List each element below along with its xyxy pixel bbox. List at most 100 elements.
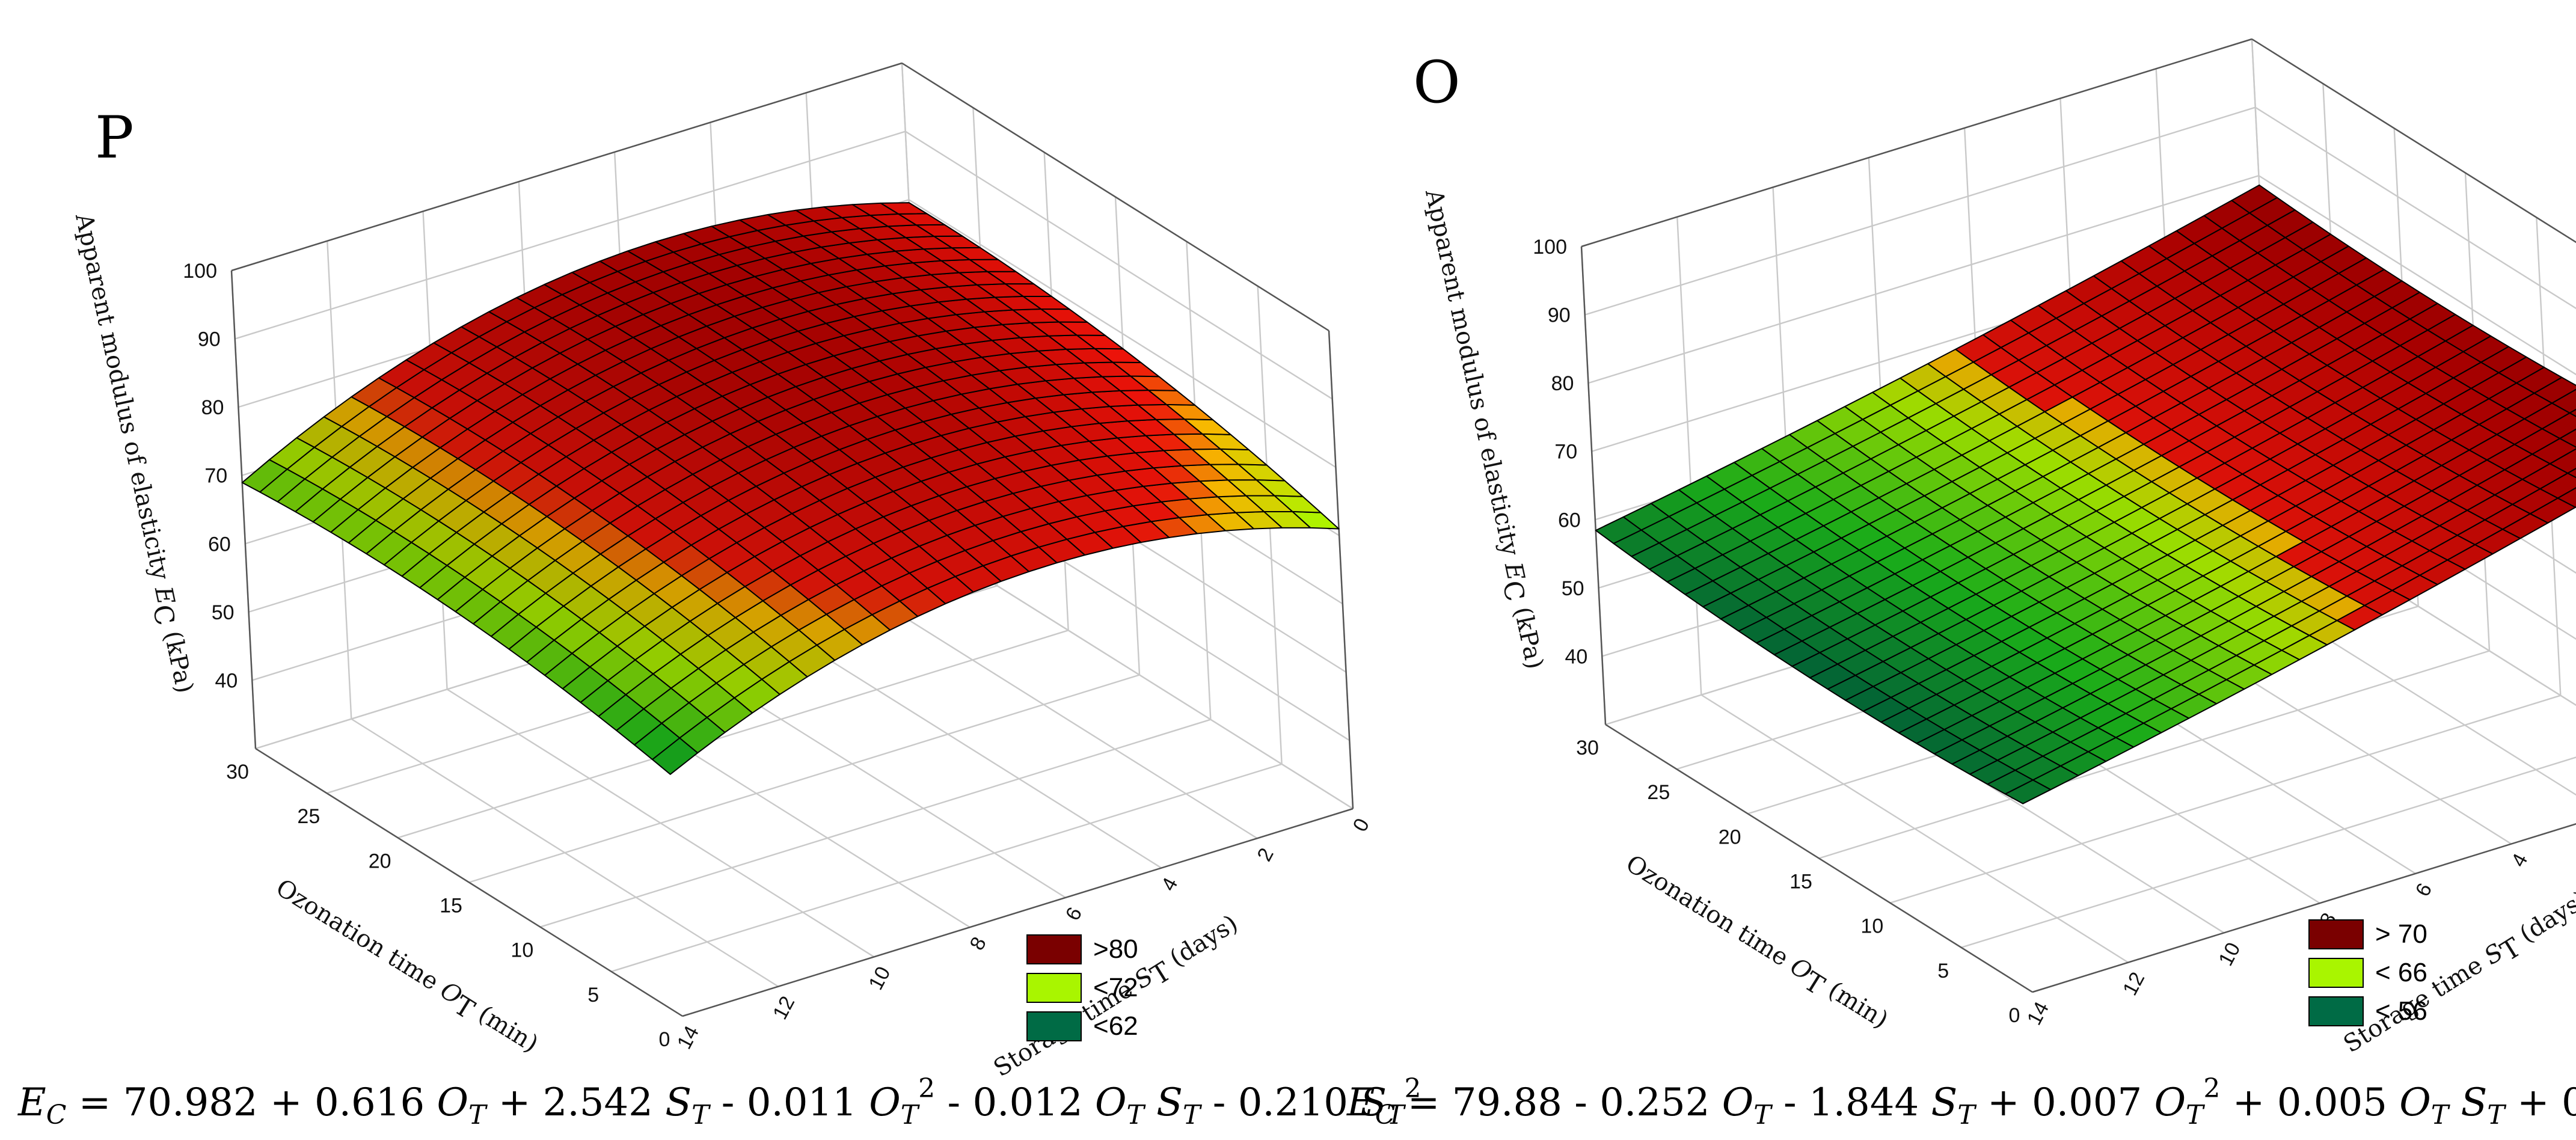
- eq-oo-sq: 2: [2203, 1073, 2220, 1104]
- x-tick-label: 15: [440, 895, 462, 918]
- y-tick-label: 14: [673, 1022, 704, 1053]
- y-tick-label: 0: [1349, 815, 1374, 836]
- legend-swatch: [1026, 1011, 1082, 1041]
- eq-ss-sq: 2: [1404, 1073, 1421, 1104]
- box-edge: [1580, 246, 1607, 725]
- axis-title-unit: (min): [1817, 972, 1893, 1034]
- z-tick-label: 80: [201, 396, 224, 419]
- x-tick-label: 30: [1576, 737, 1599, 759]
- legend-swatch: [1026, 934, 1082, 964]
- eq-os-s-sub: T: [2487, 1100, 2507, 1130]
- surface-mesh: [1595, 184, 2576, 804]
- y-tick-label: 6: [1061, 904, 1087, 925]
- y-tick-label: 6: [2411, 880, 2436, 901]
- gridline-o-floor: [1961, 756, 2576, 948]
- surface-cell: [241, 459, 288, 493]
- eq-coef-ss: + 0.018: [2517, 1080, 2576, 1125]
- surface-mesh: [241, 202, 1340, 775]
- box-edges: [230, 62, 1354, 1017]
- eq-o-sub: T: [1753, 1100, 1773, 1130]
- eq-os-o-gap: [2449, 1080, 2461, 1125]
- z-tick-label: 50: [1562, 577, 1584, 600]
- x-tick-label: 0: [2009, 1004, 2020, 1027]
- axis-title-main: Ozonation time: [1621, 850, 1800, 976]
- eq-os-o-sub: T: [1126, 1100, 1146, 1130]
- gridline-s-wall: [1676, 216, 1702, 695]
- eq-coef-oo: - 0.011: [722, 1080, 869, 1125]
- legend-label: <72: [1093, 973, 1138, 1002]
- eq-coef-s: - 1.844: [1783, 1080, 1931, 1125]
- gridline-o-floor: [397, 630, 1069, 839]
- box-edge: [2251, 38, 2576, 244]
- z-tick-label: 60: [208, 533, 231, 556]
- eq-coef-os: + 0.005: [2233, 1080, 2400, 1125]
- z-tick-label: 40: [215, 669, 238, 692]
- legend: >80 <72 <62: [1026, 934, 1138, 1041]
- eq-oo-sq: 2: [918, 1073, 935, 1104]
- axis-title-unit: (kPa): [1507, 597, 1548, 672]
- y-tick-label: 8: [965, 933, 990, 954]
- box-edge: [901, 62, 1329, 332]
- eq-os-o-gap: [1144, 1080, 1156, 1125]
- z-tick-label: 90: [1548, 304, 1571, 327]
- x-tick-label: 10: [1860, 915, 1883, 938]
- y-axis-title: Storage time ST (days): [2339, 886, 2576, 1064]
- eq-o-sym: O: [437, 1080, 468, 1125]
- surface-cell: [2569, 408, 2576, 417]
- y-tick-label: 12: [768, 993, 799, 1023]
- eq-s-sym: S: [1931, 1080, 1958, 1125]
- y-tick-label: 4: [1157, 874, 1182, 895]
- eq-ss-sub: T: [1387, 1100, 1406, 1130]
- gridline-o-floor: [539, 719, 1211, 928]
- eq-o-sym: O: [1722, 1080, 1753, 1125]
- eq-lhs: E: [1346, 1080, 1375, 1125]
- surface-cell: [2567, 467, 2576, 479]
- eq-oo-gap: [935, 1080, 947, 1125]
- legend-label: > 70: [2375, 919, 2427, 949]
- panel-letter: O: [1413, 49, 1461, 116]
- box-edge: [2032, 823, 2576, 993]
- x-tick-label: 10: [511, 939, 533, 962]
- eq-oo-gap: [2220, 1080, 2232, 1125]
- eq-o-sub: T: [468, 1100, 488, 1130]
- box-edge: [231, 62, 903, 272]
- gridline-o-floor: [1889, 694, 2561, 904]
- x-tick-label: 5: [587, 984, 599, 1007]
- eq-s-sym: S: [665, 1080, 692, 1125]
- surface-cell: [1595, 516, 1642, 544]
- gridline-o-floor: [611, 763, 1283, 972]
- legend: > 70 < 66 < 56: [2308, 919, 2427, 1026]
- axis-title-unit: (min): [467, 996, 543, 1058]
- box-edges: [1580, 38, 2576, 993]
- x-tick-label: 15: [1789, 871, 1812, 893]
- legend-label: < 66: [2375, 958, 2427, 987]
- z-tick-label: 70: [1554, 441, 1577, 464]
- chart-panel-o: 40506070809010005101520253002468101214Ap…: [1346, 38, 2576, 1130]
- legend-swatch: [2308, 958, 2364, 988]
- eq-os-o-sub: T: [2431, 1100, 2451, 1130]
- eq-lhs-sub: C: [46, 1100, 67, 1130]
- eq-os-s-sym: S: [1156, 1080, 1183, 1125]
- z-tick-label: 80: [1551, 372, 1574, 395]
- eq-ss-sym: S: [1360, 1080, 1387, 1125]
- legend-swatch: [1026, 973, 1082, 1003]
- y-tick-label: 4: [2507, 850, 2532, 871]
- eq-os-s-gap: [1200, 1080, 1212, 1125]
- box-edge: [682, 808, 1354, 1017]
- z-tick-label: 100: [1533, 236, 1567, 259]
- axis-title-unit: (days): [1159, 910, 1243, 976]
- axis-title-main: Ozonation time: [271, 874, 450, 1000]
- legend-label: <62: [1093, 1011, 1138, 1041]
- legend-swatch: [2308, 996, 2364, 1026]
- eq-coef-s: + 2.542: [498, 1080, 666, 1125]
- eq-intercept: = 79.88 - 0.252: [1395, 1080, 1722, 1125]
- gridline-z: [1581, 38, 2576, 248]
- z-tick-label: 50: [212, 601, 235, 624]
- y-tick-label: 2: [1253, 844, 1278, 865]
- eq-os-o-sym: O: [1095, 1080, 1126, 1125]
- box-edge: [255, 747, 683, 1017]
- legend-label: < 56: [2375, 996, 2427, 1026]
- eq-oo-sub: T: [2186, 1100, 2206, 1130]
- x-tick-label: 20: [369, 850, 391, 872]
- z-tick-label: 100: [183, 260, 217, 283]
